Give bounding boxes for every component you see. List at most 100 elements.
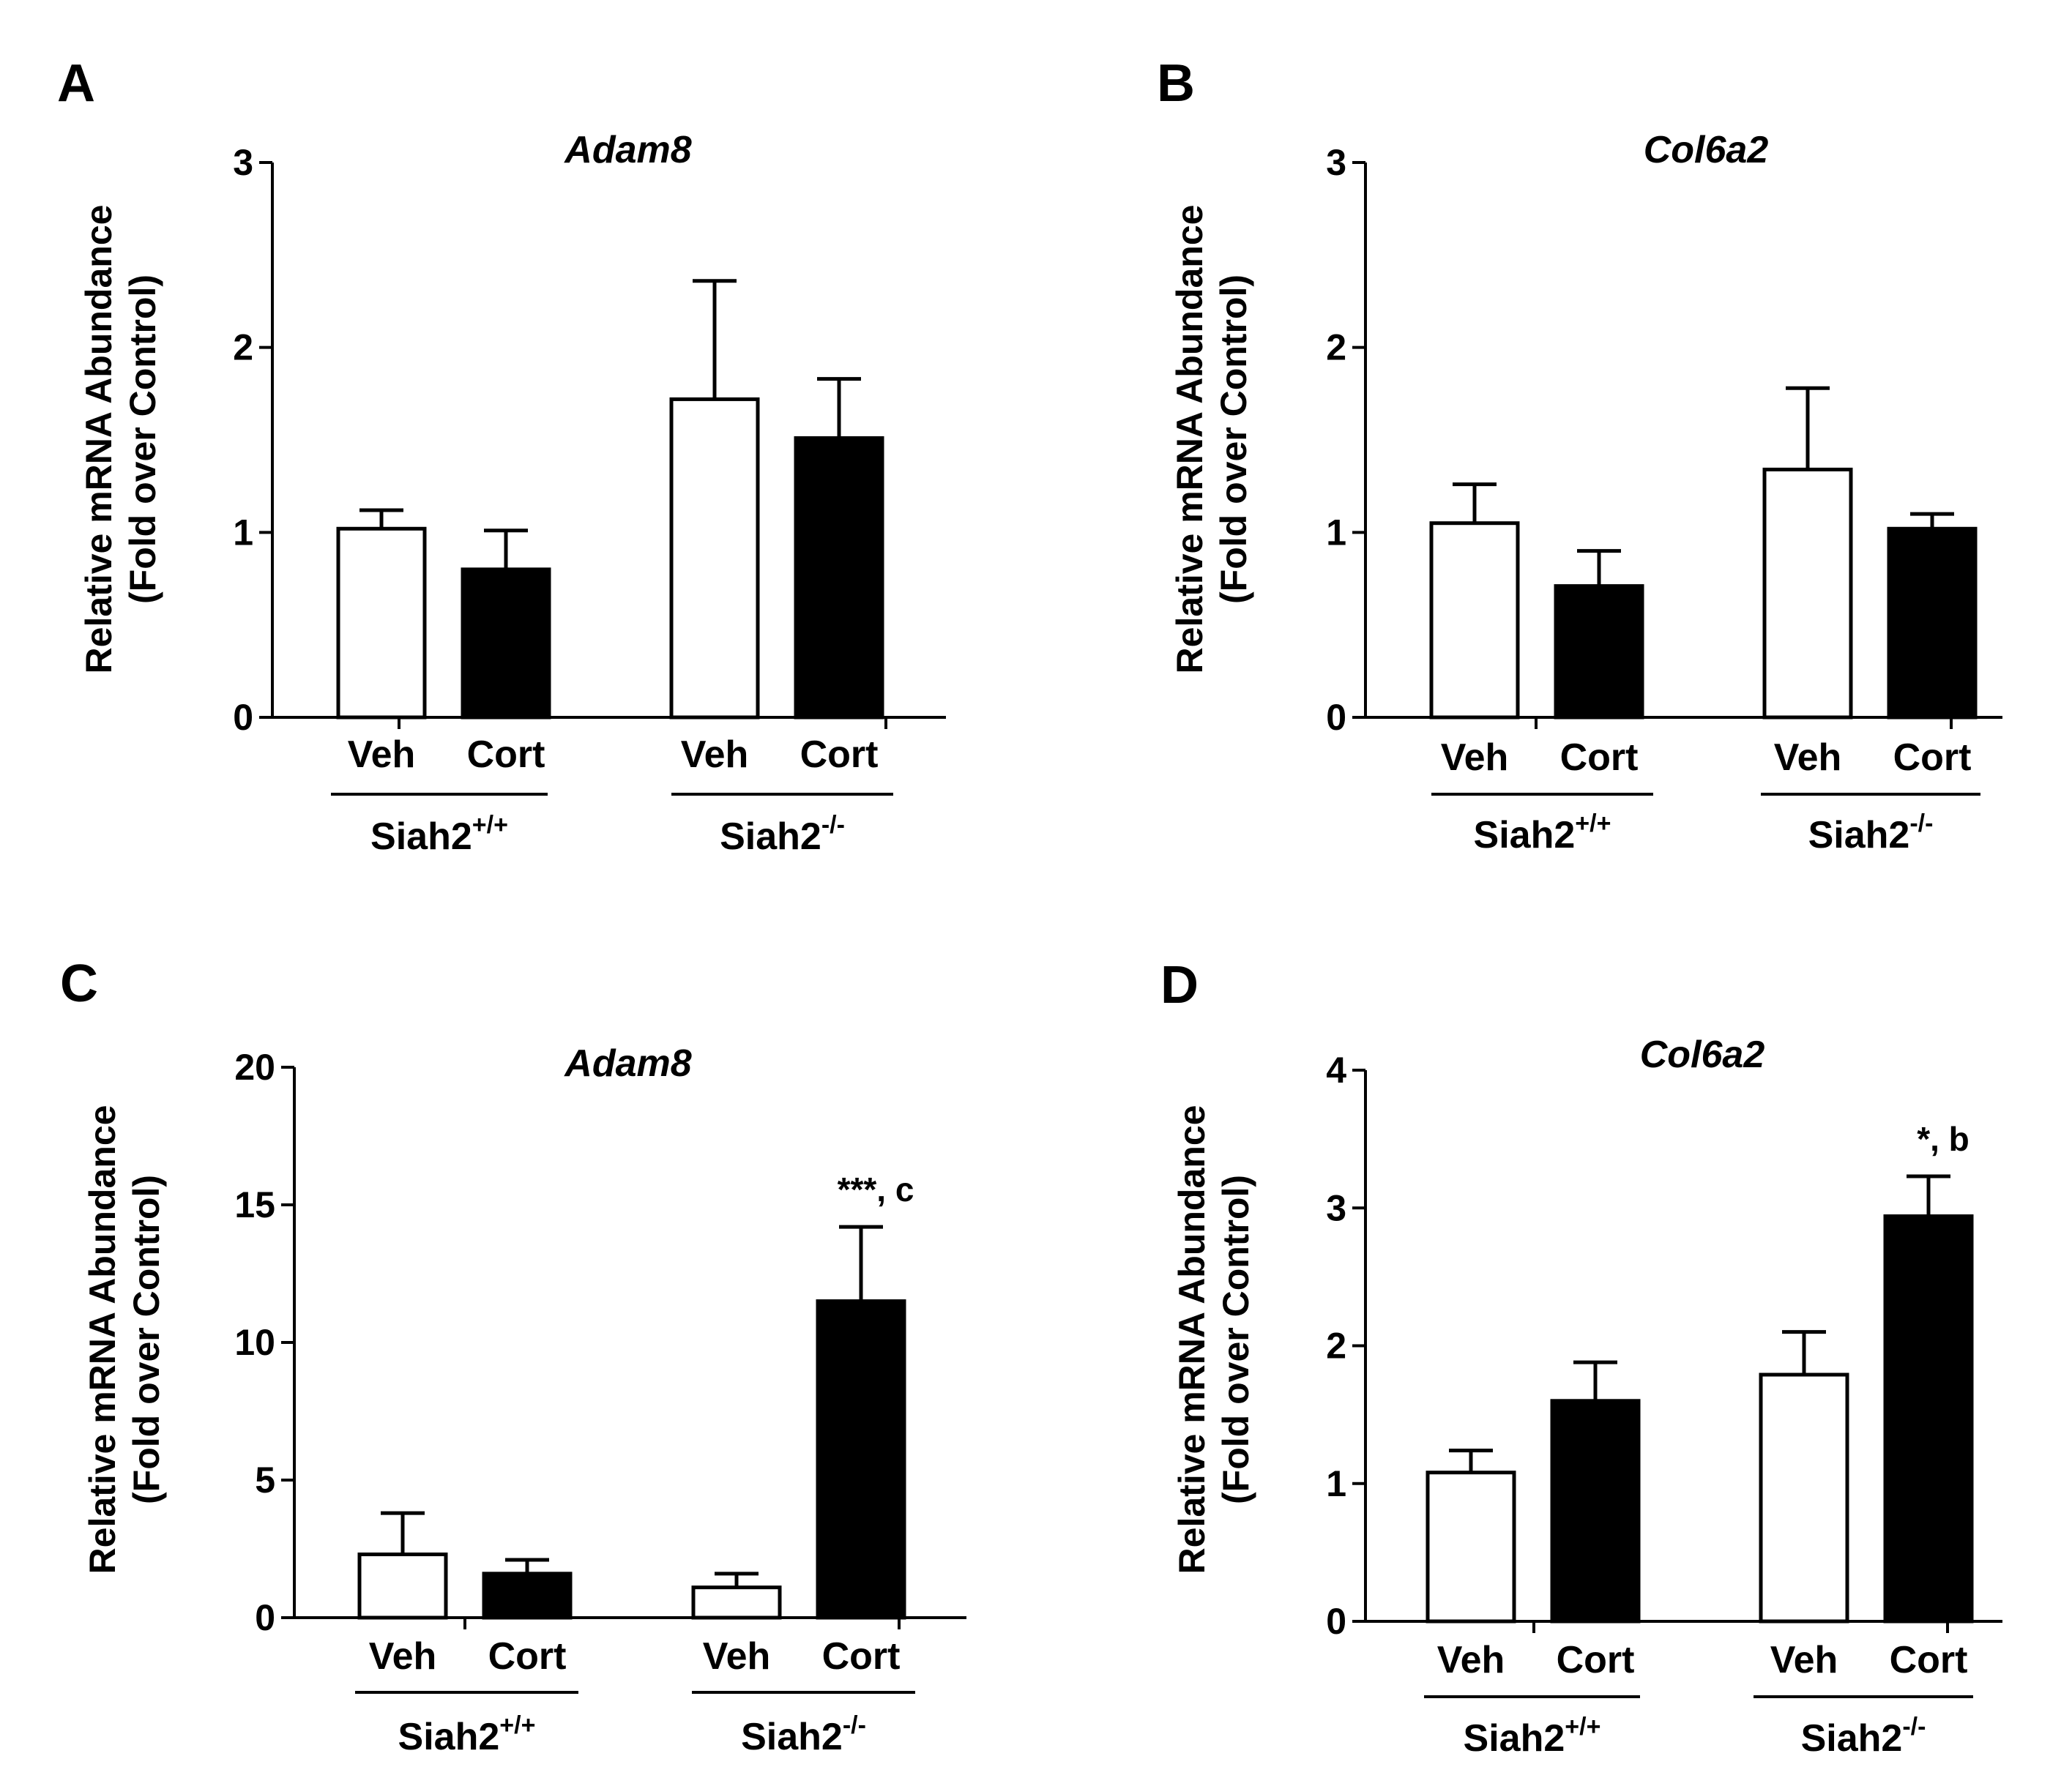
group-label: Siah2-/- (741, 1711, 866, 1758)
y-tick-label: 5 (255, 1460, 275, 1501)
chart-title: Adam8 (563, 129, 691, 171)
group-label-base: Siah2 (741, 1716, 843, 1758)
x-category-label: Veh (703, 1635, 771, 1678)
panel-letter: C (60, 955, 98, 1013)
y-axis-label-line2: (Fold over Control) (1215, 1175, 1256, 1504)
group-label-base: Siah2 (1808, 814, 1910, 856)
y-axis-label-line2: (Fold over Control) (126, 1175, 167, 1504)
group-label-base: Siah2 (370, 815, 472, 858)
chart-title: Adam8 (563, 1042, 691, 1085)
x-category-label: Cort (1560, 736, 1639, 779)
group-label-base: Siah2 (1464, 1717, 1565, 1760)
group-label-base: Siah2 (1474, 814, 1576, 856)
y-tick-label: 0 (1326, 697, 1346, 738)
x-category-label: Veh (1770, 1639, 1838, 1681)
x-category-label: Veh (369, 1635, 437, 1678)
chart-title: Col6a2 (1644, 129, 1769, 171)
y-axis-label: Relative mRNA Abundance (78, 205, 119, 674)
bar (482, 1572, 573, 1620)
bar (669, 397, 760, 720)
y-tick-label: 1 (233, 512, 253, 553)
group-label-superscript: +/+ (499, 1711, 535, 1739)
y-tick-label: 0 (1326, 1601, 1346, 1642)
bar (794, 436, 884, 720)
y-tick-label: 3 (1326, 142, 1346, 183)
x-category-label: Veh (348, 733, 416, 776)
group-label: Siah2+/+ (370, 811, 508, 858)
bar (336, 526, 427, 720)
bar (816, 1299, 906, 1620)
y-tick-label: 0 (233, 697, 253, 738)
group-label: Siah2+/+ (1464, 1713, 1601, 1760)
x-category-label: Cort (1893, 736, 1972, 779)
panel-d: D Col6a2 Relative mRNA Abundance (Fold o… (1160, 956, 2002, 1760)
y-tick-label: 4 (1326, 1050, 1346, 1091)
bar (1429, 521, 1520, 720)
y-tick-label: 20 (234, 1047, 275, 1088)
y-tick-label: 15 (234, 1184, 275, 1225)
group-label-base: Siah2 (398, 1716, 500, 1758)
bar (1426, 1471, 1516, 1624)
x-category-label: Veh (1774, 736, 1842, 779)
x-category-label: Veh (1437, 1639, 1505, 1681)
chart-title: Col6a2 (1640, 1034, 1765, 1076)
x-category-label: Cort (822, 1635, 901, 1678)
group-label-base: Siah2 (720, 815, 821, 858)
bar (1554, 584, 1644, 720)
bar (1887, 526, 1978, 720)
group-label: Siah2+/+ (1474, 810, 1611, 856)
x-category-label: Veh (1441, 736, 1509, 779)
bar (357, 1553, 448, 1620)
y-tick-label: 2 (233, 327, 253, 368)
y-axis-label: Relative mRNA Abundance (1169, 205, 1210, 674)
panel-letter: A (57, 54, 95, 113)
y-tick-label: 3 (233, 142, 253, 183)
panel-letter: D (1160, 956, 1199, 1015)
bar (1759, 1372, 1849, 1624)
bar (1550, 1399, 1641, 1624)
y-axis-label-line2: (Fold over Control) (1213, 274, 1254, 604)
y-tick-label: 2 (1326, 1326, 1346, 1367)
y-tick-label: 0 (255, 1597, 275, 1638)
group-label: Siah2-/- (720, 811, 845, 858)
group-label-superscript: -/- (843, 1711, 866, 1739)
group-label-superscript: +/+ (472, 811, 508, 839)
x-category-label: Veh (681, 733, 749, 776)
x-category-label: Cort (800, 733, 879, 776)
y-tick-label: 3 (1326, 1187, 1346, 1228)
y-tick-label: 1 (1326, 512, 1346, 553)
group-label: Siah2-/- (1808, 810, 1934, 856)
group-label: Siah2+/+ (398, 1711, 536, 1758)
y-tick-label: 1 (1326, 1463, 1346, 1504)
panel-letter: B (1157, 54, 1195, 113)
group-label: Siah2-/- (1801, 1713, 1926, 1760)
panel-a: A Adam8 Relative mRNA Abundance (Fold ov… (57, 54, 946, 858)
y-axis-label: Relative mRNA Abundance (82, 1105, 123, 1574)
y-tick-label: 2 (1326, 327, 1346, 368)
significance-label: *, b (1917, 1120, 1969, 1158)
bar (691, 1585, 782, 1620)
significance-label: ***, c (838, 1170, 914, 1208)
bar (1883, 1214, 1974, 1624)
group-label-superscript: +/+ (1565, 1713, 1600, 1741)
bar (461, 567, 551, 720)
group-label-base: Siah2 (1801, 1717, 1903, 1760)
group-label-superscript: -/- (821, 811, 845, 839)
x-category-label: Cort (467, 733, 545, 776)
y-axis-label: Relative mRNA Abundance (1171, 1105, 1212, 1574)
panel-c: C Adam8 Relative mRNA Abundance (Fold ov… (60, 955, 966, 1758)
y-axis-label-line2: (Fold over Control) (122, 274, 163, 604)
bar (1762, 467, 1853, 720)
x-category-label: Cort (1890, 1639, 1968, 1681)
group-label-superscript: +/+ (1575, 810, 1611, 837)
group-label-superscript: -/- (1902, 1713, 1926, 1741)
group-label-superscript: -/- (1909, 810, 1933, 837)
x-category-label: Cort (488, 1635, 567, 1678)
panel-b: B Col6a2 Relative mRNA Abundance (Fold o… (1157, 54, 2002, 856)
y-tick-label: 10 (234, 1322, 275, 1363)
